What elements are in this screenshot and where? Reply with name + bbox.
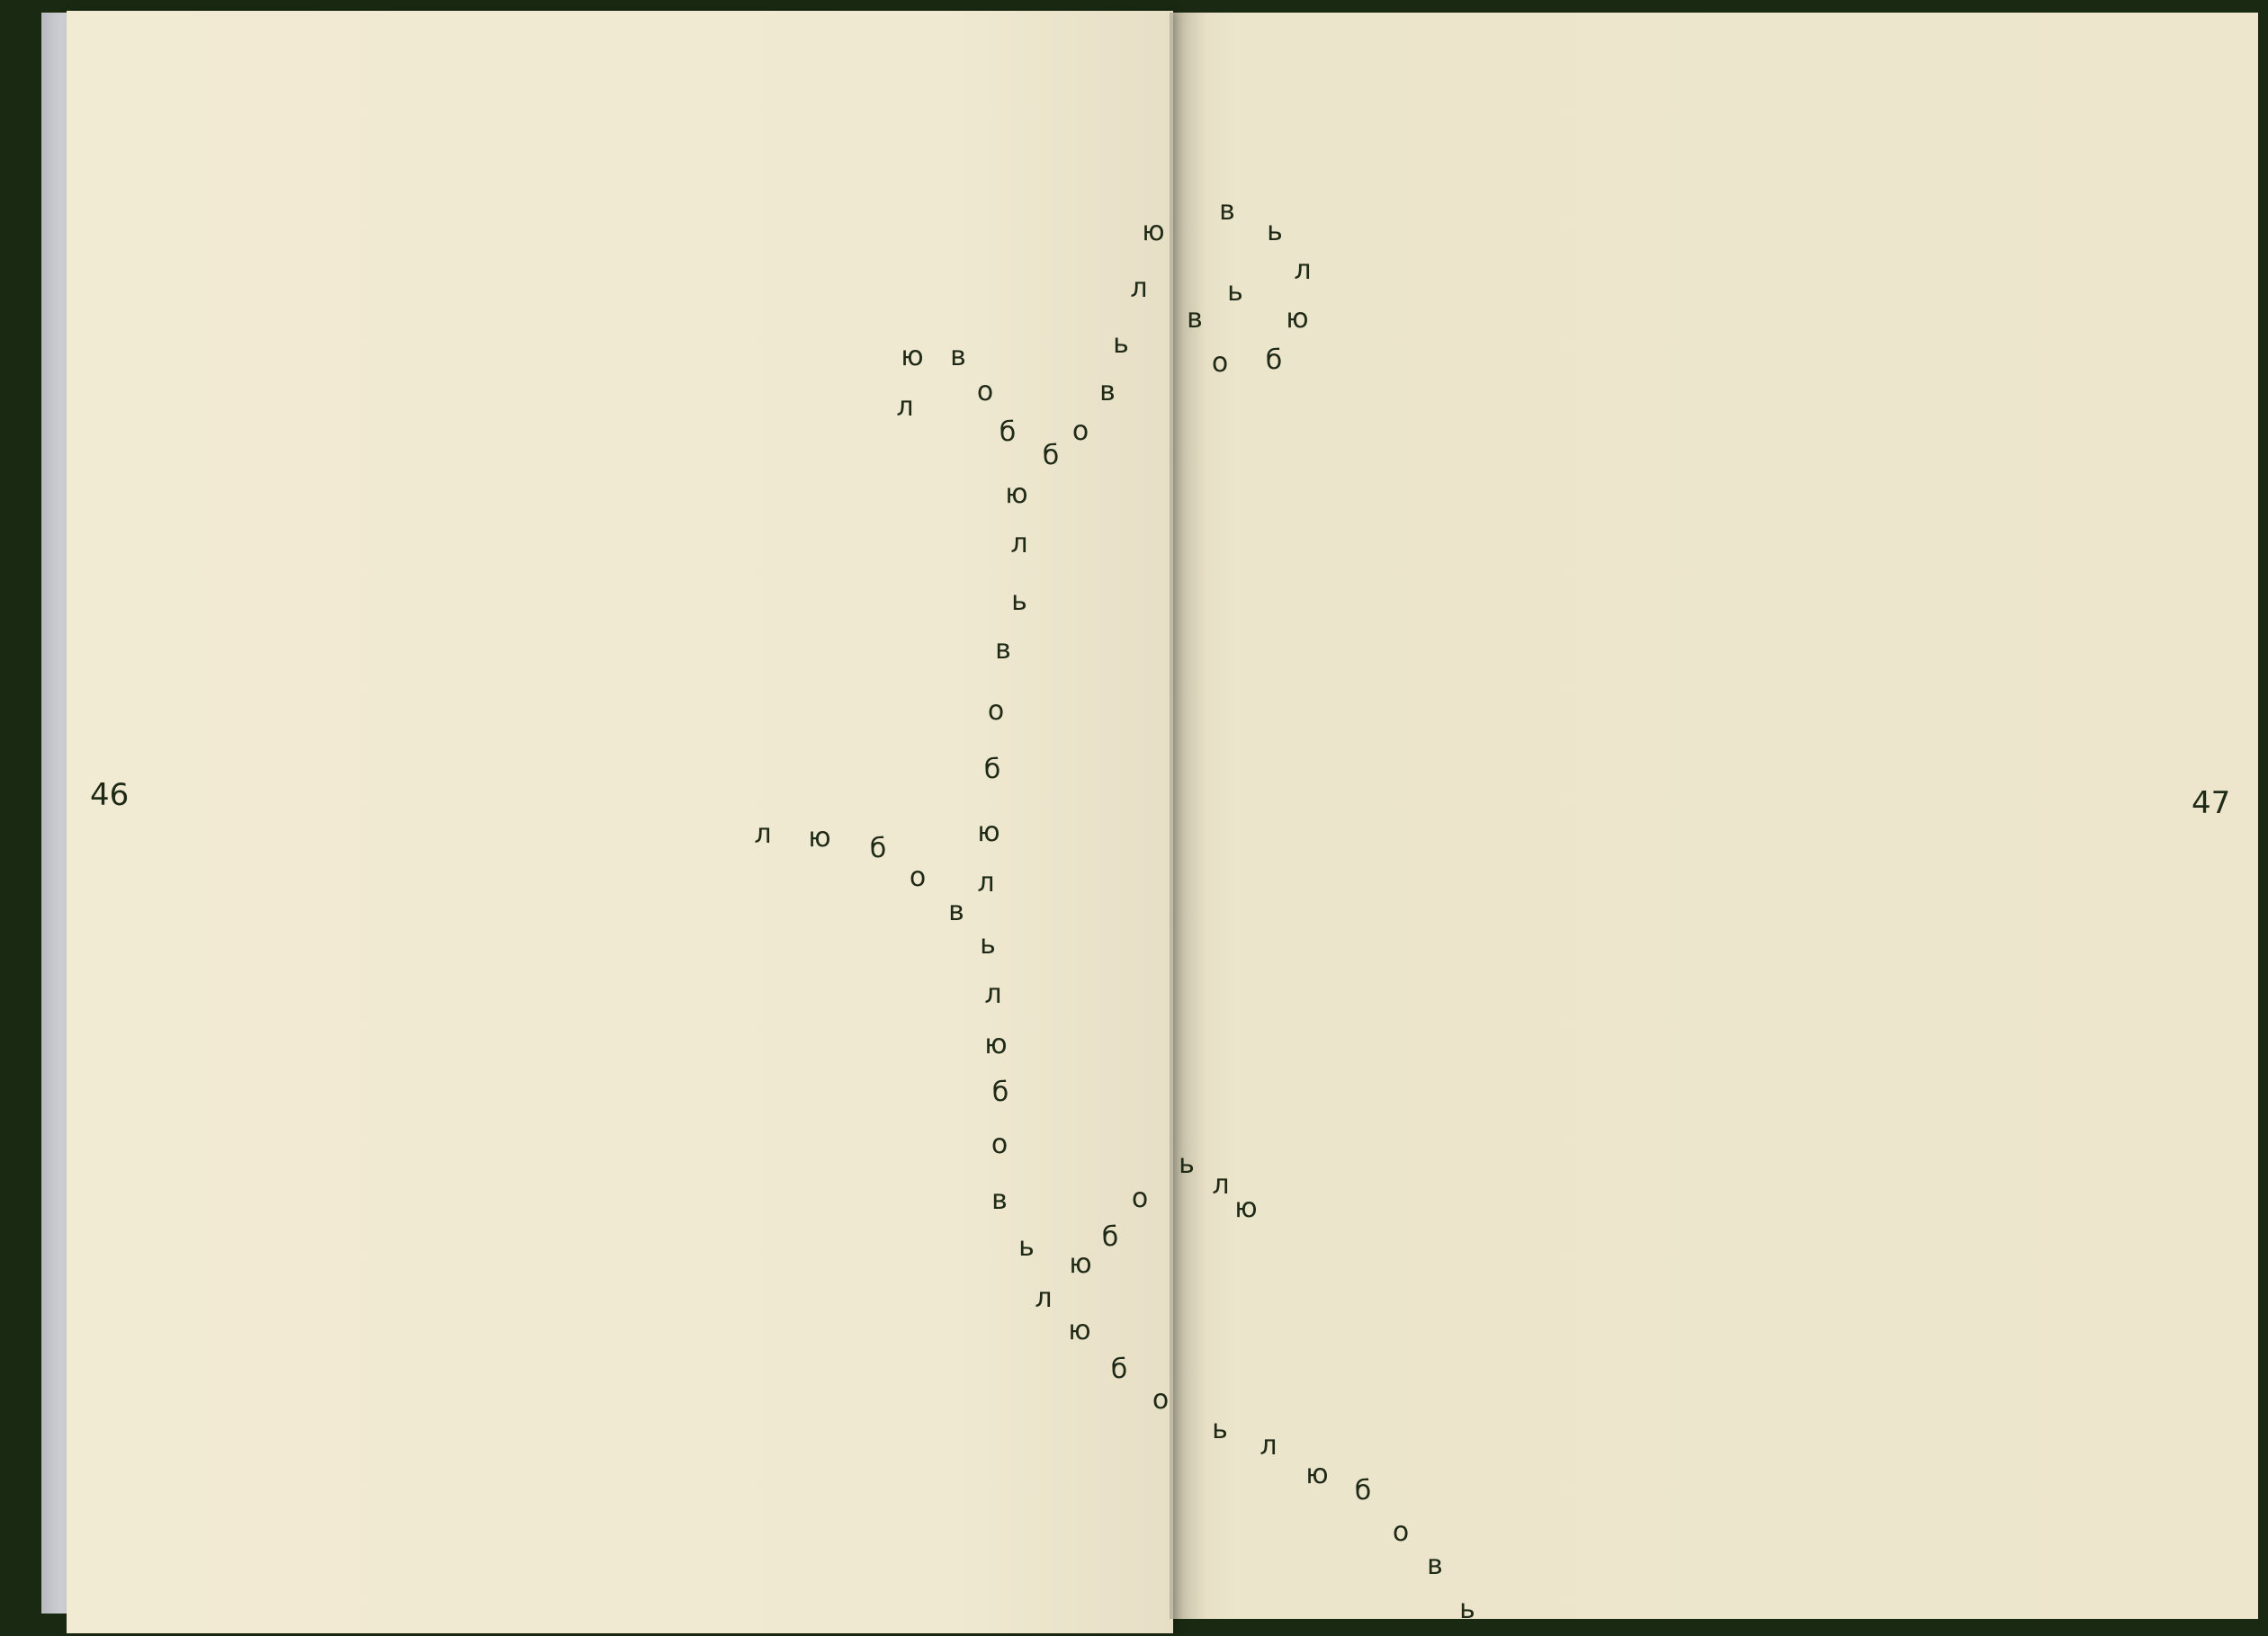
poem-letter: о <box>977 379 993 406</box>
poem-letter: в <box>1219 198 1235 225</box>
poem-letter: о <box>1152 1387 1169 1414</box>
poem-letter: о <box>910 864 926 891</box>
poem-letter: л <box>977 870 994 897</box>
poem-letter: ю <box>1068 1318 1090 1345</box>
poem-letter: б <box>870 836 887 863</box>
poem-letter: б <box>992 1079 1009 1106</box>
poem-letter: л <box>754 821 771 848</box>
poem-letter: л <box>1260 1433 1277 1460</box>
poem-letter: ь <box>1267 219 1283 246</box>
poem-letter: ь <box>1227 279 1243 306</box>
poem-letter: л <box>1294 257 1311 284</box>
poem-letter: л <box>1010 531 1027 558</box>
poem-letter: ю <box>1069 1251 1091 1278</box>
poem-letter: ь <box>1018 1234 1035 1261</box>
poem-letter: ю <box>1234 1195 1257 1222</box>
poem-letter: ю <box>1005 481 1027 508</box>
poem-letter: б <box>1102 1224 1119 1251</box>
poem-letter: о <box>1072 418 1089 445</box>
poem-letter: ь <box>1459 1596 1475 1623</box>
poem-letter: ю <box>977 819 1000 846</box>
poem-letter: в <box>948 898 964 925</box>
poem-letter: о <box>1212 350 1228 377</box>
poem-letter: л <box>984 981 1001 1008</box>
poem-letter: в <box>1187 306 1203 333</box>
poem-letter: ь <box>1011 588 1027 615</box>
poem-letter: л <box>1212 1172 1229 1199</box>
poem-letter: б <box>1000 419 1017 446</box>
poem-letter: л <box>896 394 913 421</box>
poem-letter: ю <box>1286 306 1308 333</box>
poem-letter: б <box>1043 443 1060 469</box>
poem-letter: о <box>988 698 1004 725</box>
poem-letter: л <box>1130 275 1147 302</box>
poem-letter: ю <box>1142 219 1164 246</box>
poem-letter: ю <box>901 344 923 371</box>
poem-letter: в <box>1099 379 1116 406</box>
poem-letter: л <box>1035 1285 1052 1312</box>
poem-letter: б <box>1111 1356 1128 1383</box>
poem-letter: ь <box>980 932 996 959</box>
poem-letter: о <box>1132 1185 1148 1212</box>
poem-letter: ь <box>1212 1417 1228 1444</box>
poem-letter: ю <box>984 1032 1007 1059</box>
poem-letter: о <box>991 1131 1008 1158</box>
poem-letter: ь <box>1113 331 1129 358</box>
poem-letter: в <box>950 344 966 371</box>
poem-letter: ю <box>1305 1462 1328 1488</box>
poem-letter: ю <box>808 825 830 852</box>
poem-letter: в <box>995 637 1011 664</box>
poem-letter: о <box>1393 1519 1409 1546</box>
poem-letter: б <box>1266 347 1283 374</box>
poem-letter: в <box>1427 1552 1443 1579</box>
poem-letter: б <box>984 756 1001 783</box>
poem-letter: в <box>991 1187 1008 1214</box>
poem-letter: ь <box>1179 1151 1195 1178</box>
poem-letter: б <box>1355 1478 1372 1505</box>
